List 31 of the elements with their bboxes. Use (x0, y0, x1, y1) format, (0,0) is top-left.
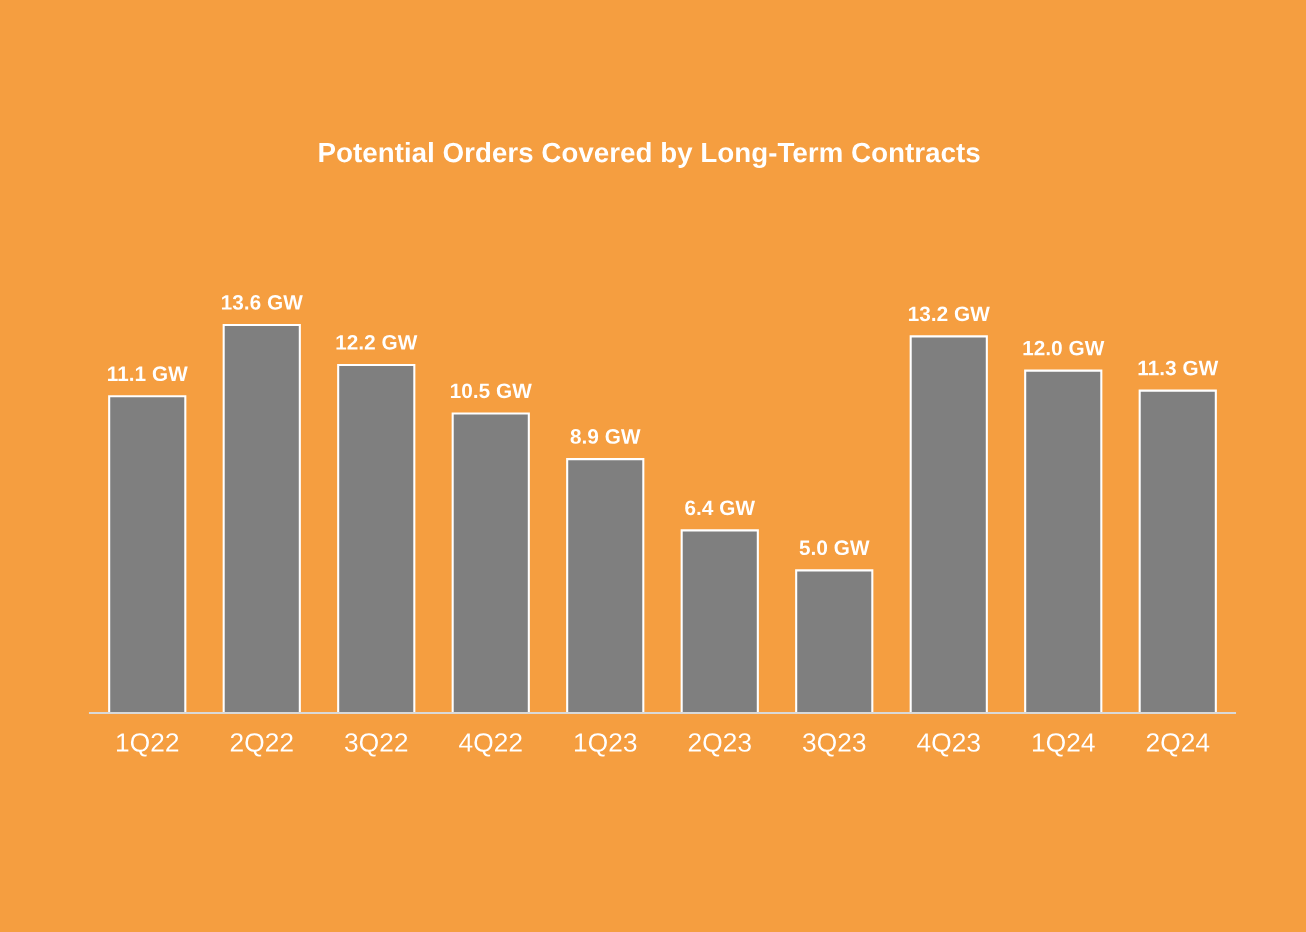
x-tick-label: 4Q22 (459, 733, 522, 757)
data-label: 12.2 GW (336, 334, 418, 350)
bar (337, 363, 416, 713)
data-label: 8.9 GW (570, 429, 641, 444)
x-tick-label: 1Q22 (116, 733, 179, 757)
x-tick-label: 3Q23 (802, 733, 866, 757)
data-label: 11.1 GW (108, 366, 188, 382)
x-tick-label: 1Q24 (1032, 733, 1095, 757)
bar (108, 395, 187, 713)
bar (909, 335, 988, 713)
data-label: 12.0 GW (1023, 340, 1105, 356)
data-label: 10.5 GW (450, 383, 532, 399)
x-tick-label: 2Q22 (230, 733, 293, 757)
data-label: 13.2 GW (908, 306, 990, 322)
x-tick-label: 2Q23 (688, 733, 751, 757)
bar (451, 412, 530, 713)
bar (1138, 389, 1217, 713)
bar (222, 323, 301, 713)
x-tick-label: 3Q22 (344, 733, 408, 757)
data-label: 13.6 GW (221, 295, 303, 310)
bar (566, 458, 645, 713)
bar (1024, 369, 1103, 713)
x-tick-label: 1Q23 (574, 733, 637, 757)
x-tick-label: 2Q24 (1146, 733, 1210, 757)
x-tick-label: 4Q23 (917, 733, 980, 757)
data-label: 6.4 GW (685, 500, 756, 516)
bar (795, 569, 874, 713)
bar (680, 529, 759, 713)
data-label: 11.3 GW (1138, 360, 1219, 376)
chart-title: Potential Orders Covered by Long-Term Contracts (319, 141, 980, 169)
data-label: 5.0 GW (799, 540, 870, 556)
